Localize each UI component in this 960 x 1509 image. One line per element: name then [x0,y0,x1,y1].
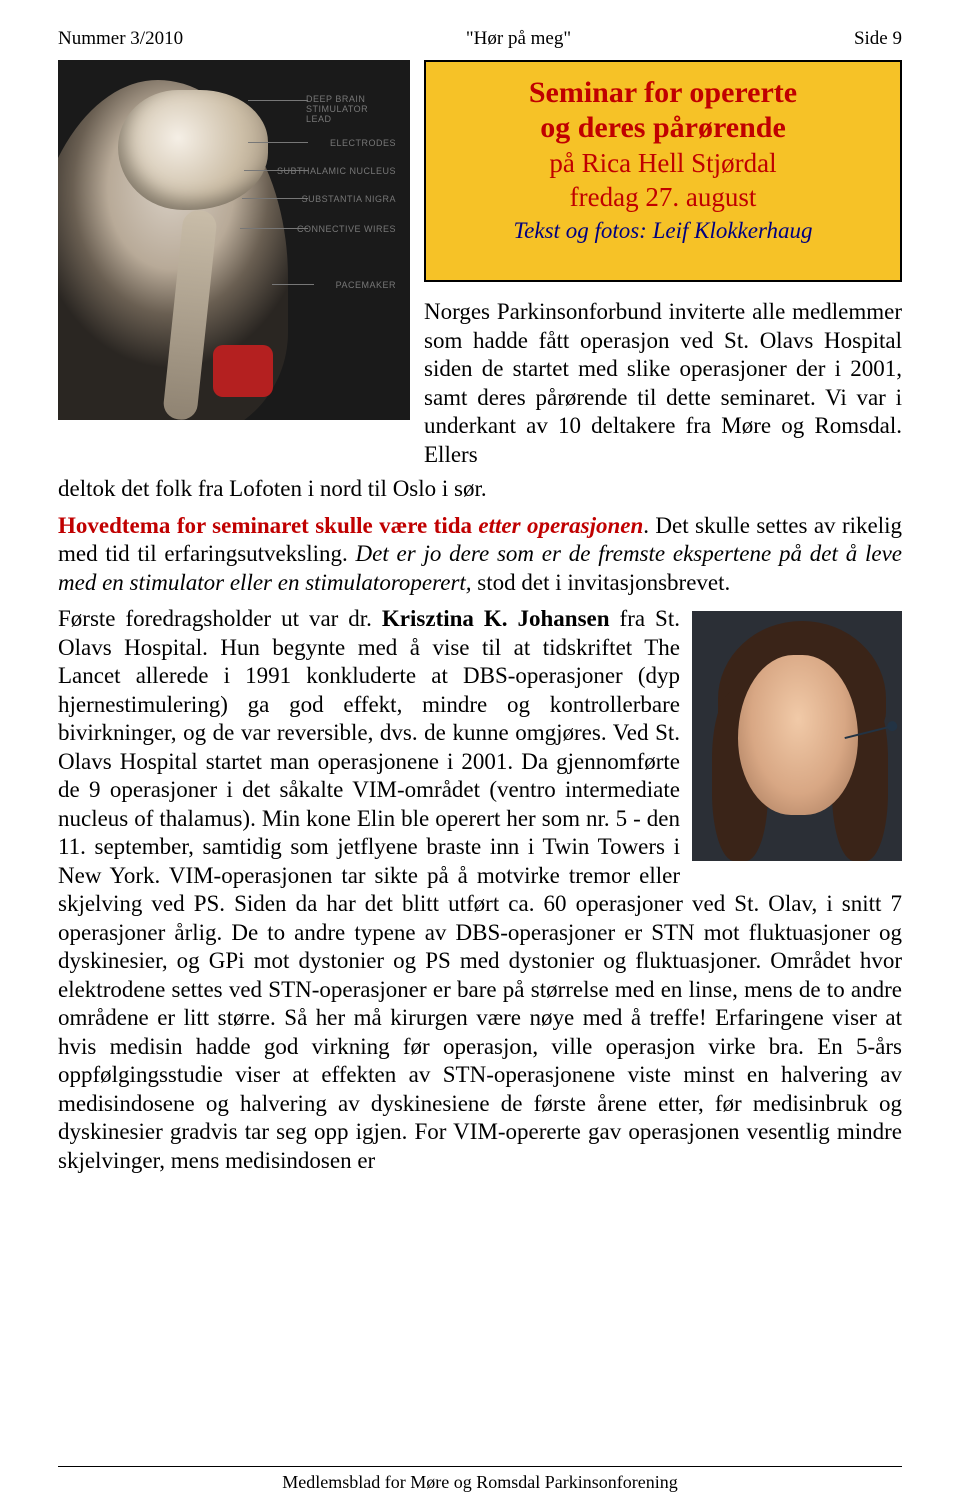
card-venue-line: på Rica Hell Stjørdal [549,147,776,179]
intro-tail: deltok det folk fra Lofoten i nord til O… [58,475,902,504]
diagram-label: CONNECTIVE WIRES [297,224,396,234]
page-header: Nummer 3/2010 "Hør på meg" Side 9 [58,28,902,50]
speaker-name: Krisztina K. Johansen [382,606,610,631]
paragraph-main: Første foredragsholder ut var dr. Kriszt… [58,605,902,1175]
journal-title: "Hør på meg" [466,28,571,50]
card-title-line: Seminar for opererte [529,76,797,111]
title-card: Seminar for opererte og deres pårørende … [424,60,902,282]
diagram-label: SUBSTANTIA NIGRA [302,194,396,204]
theme-heading: Hovedtema for seminaret skulle være tida [58,513,478,538]
brain-shape [118,90,268,210]
page-number: Side 9 [854,28,902,50]
intro-right-column: Norges Parkinsonforbund inviterte alle m… [424,298,902,469]
diagram-label: PACEMAKER [336,280,396,290]
pacemaker-shape [213,345,273,397]
brain-diagram: DEEP BRAIN STIMULATOR LEAD ELECTRODES SU… [58,60,410,420]
diagram-label: ELECTRODES [330,138,396,148]
portrait-face [738,655,858,815]
speaker-portrait [692,611,902,861]
diagram-label: DEEP BRAIN STIMULATOR LEAD [306,94,396,124]
paragraph-theme: Hovedtema for seminaret skulle være tida… [58,512,902,598]
text-run: Første foredragsholder ut var dr. [58,606,382,631]
footer-text: Medlemsblad for Møre og Romsdal Parkinso… [0,1472,960,1493]
leader-line [272,284,314,285]
card-credit: Tekst og fotos: Leif Klokkerhaug [514,218,813,244]
issue-number: Nummer 3/2010 [58,28,183,50]
leader-line [248,100,308,101]
theme-heading-emph: etter operasjonen [478,513,643,538]
leader-line [248,142,308,143]
card-title-line: og deres pårørende [540,111,786,146]
footer-rule [58,1466,902,1467]
article-body: Norges Parkinsonforbund inviterte alle m… [58,434,902,1175]
text-run: stod det i invitasjonsbrevet. [472,570,731,595]
diagram-label: SUBTHALAMIC NUCLEUS [277,166,396,176]
leader-line [242,198,308,199]
card-date-line: fredag 27. august [570,181,757,213]
